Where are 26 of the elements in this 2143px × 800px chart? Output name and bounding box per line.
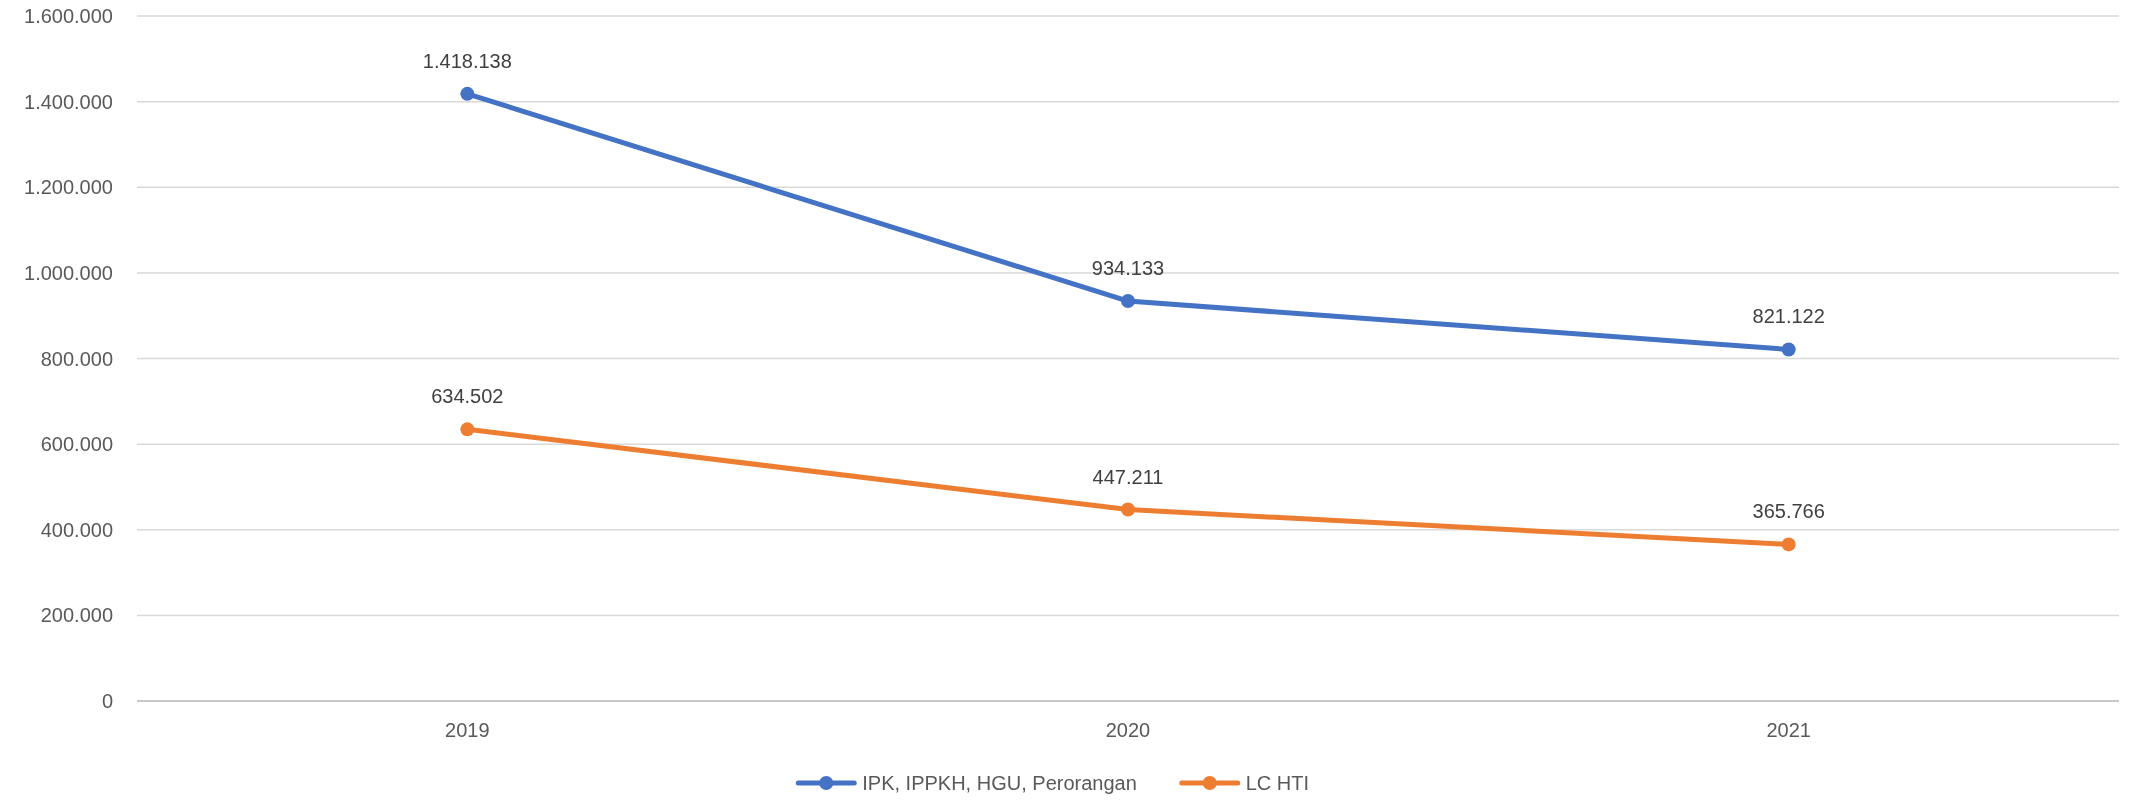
point bbox=[1781, 342, 1796, 357]
legend-label: IPK, IPPKH, HGU, Perorangan bbox=[862, 772, 1137, 794]
x-tick-label: 2020 bbox=[1105, 719, 1151, 741]
point bbox=[1781, 537, 1796, 552]
y-tick-label: 1.400.000 bbox=[24, 90, 113, 113]
data-label: 365.766 bbox=[1752, 500, 1825, 523]
y-tick-label: 1.200.000 bbox=[24, 176, 113, 199]
legend-label: LC HTI bbox=[1245, 772, 1310, 794]
y-tick-label: 800.000 bbox=[40, 347, 113, 370]
x-tick-label: 2021 bbox=[1766, 719, 1811, 741]
point bbox=[1121, 502, 1135, 517]
data-label: 821.122 bbox=[1752, 305, 1825, 328]
data-label: 934.133 bbox=[1091, 257, 1165, 280]
y-tick-label: 200.000 bbox=[40, 604, 113, 627]
point bbox=[460, 422, 475, 437]
data-label: 447.211 bbox=[1092, 465, 1164, 488]
data-label: 634.502 bbox=[431, 385, 504, 408]
y-tick-label: 0 bbox=[101, 690, 113, 712]
y-tick-label: 1.000.000 bbox=[24, 261, 113, 284]
data-label: 1.418.138 bbox=[422, 49, 512, 72]
y-tick-label: 400.000 bbox=[40, 518, 113, 541]
point bbox=[1121, 294, 1135, 309]
x-tick-label: 2019 bbox=[445, 719, 490, 741]
y-tick-label: 600.000 bbox=[40, 433, 113, 456]
point bbox=[460, 86, 475, 101]
y-tick-label: 1.600.000 bbox=[24, 5, 113, 27]
